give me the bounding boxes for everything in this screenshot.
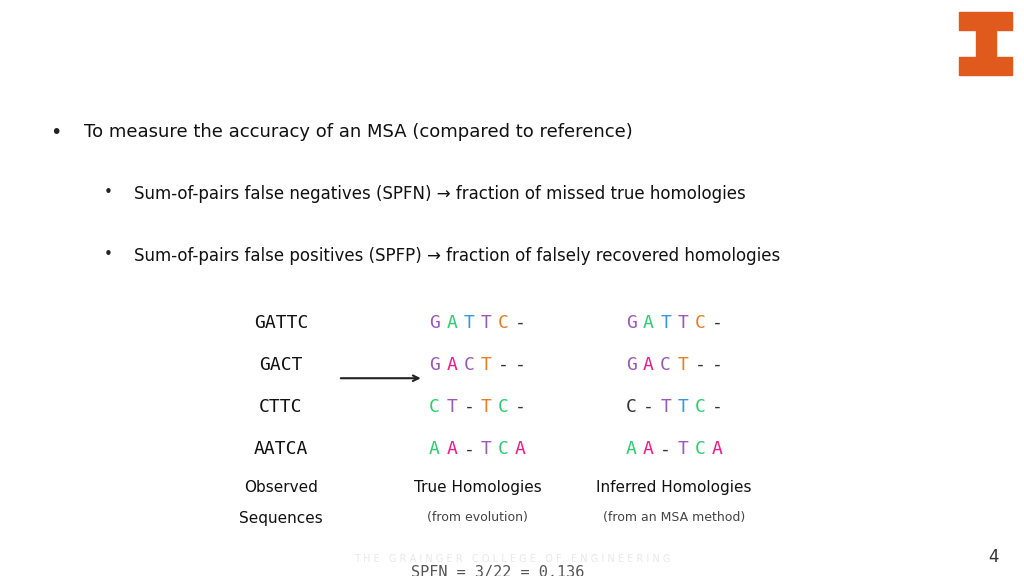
Bar bbox=[959, 12, 1013, 30]
Text: C: C bbox=[694, 440, 706, 458]
Text: T: T bbox=[480, 356, 492, 374]
Text: T: T bbox=[480, 398, 492, 416]
Text: -: - bbox=[712, 356, 723, 374]
Text: T: T bbox=[480, 314, 492, 332]
Text: G: G bbox=[626, 314, 637, 332]
Text: •: • bbox=[104, 248, 113, 263]
Text: A: A bbox=[643, 440, 654, 458]
Text: C: C bbox=[660, 356, 671, 374]
Text: -: - bbox=[464, 440, 474, 458]
Text: T: T bbox=[677, 356, 688, 374]
Text: SPFN = 3/22 = 0.136: SPFN = 3/22 = 0.136 bbox=[411, 564, 584, 576]
Text: -: - bbox=[643, 398, 654, 416]
Text: C: C bbox=[498, 398, 509, 416]
Text: C: C bbox=[694, 314, 706, 332]
Text: T: T bbox=[677, 440, 688, 458]
Text: Sum-of-pairs false negatives (SPFN) → fraction of missed true homologies: Sum-of-pairs false negatives (SPFN) → fr… bbox=[133, 185, 745, 203]
Text: T: T bbox=[677, 398, 688, 416]
Text: C: C bbox=[498, 440, 509, 458]
Text: -: - bbox=[498, 356, 509, 374]
Text: T: T bbox=[480, 440, 492, 458]
Text: A: A bbox=[643, 314, 654, 332]
Text: C: C bbox=[429, 398, 440, 416]
Bar bbox=[959, 56, 1013, 75]
Text: -: - bbox=[660, 440, 671, 458]
Text: A: A bbox=[712, 440, 723, 458]
Text: A: A bbox=[643, 356, 654, 374]
Text: GATTC: GATTC bbox=[254, 314, 308, 332]
Text: Sequences: Sequences bbox=[240, 511, 323, 526]
Text: C: C bbox=[694, 398, 706, 416]
Text: Background - Multiple Sequence Alignment: Background - Multiple Sequence Alignment bbox=[20, 27, 764, 56]
Text: Inferred Homologies: Inferred Homologies bbox=[596, 480, 752, 495]
Text: C: C bbox=[498, 314, 509, 332]
Text: G: G bbox=[429, 314, 440, 332]
Text: C: C bbox=[626, 398, 637, 416]
Text: A: A bbox=[446, 356, 458, 374]
Text: -: - bbox=[515, 398, 526, 416]
Text: G: G bbox=[429, 356, 440, 374]
Text: Sum-of-pairs false positives (SPFP) → fraction of falsely recovered homologies: Sum-of-pairs false positives (SPFP) → fr… bbox=[133, 248, 780, 266]
Text: GACT: GACT bbox=[259, 356, 303, 374]
Text: -: - bbox=[712, 314, 723, 332]
Text: A: A bbox=[515, 440, 526, 458]
Text: T: T bbox=[464, 314, 474, 332]
Text: -: - bbox=[712, 398, 723, 416]
Text: A: A bbox=[446, 314, 458, 332]
Text: (from evolution): (from evolution) bbox=[427, 511, 528, 524]
Text: To measure the accuracy of an MSA (compared to reference): To measure the accuracy of an MSA (compa… bbox=[84, 123, 633, 141]
Text: -: - bbox=[694, 356, 706, 374]
Text: T: T bbox=[446, 398, 458, 416]
Text: A: A bbox=[446, 440, 458, 458]
Text: True Homologies: True Homologies bbox=[414, 480, 542, 495]
Text: A: A bbox=[626, 440, 637, 458]
Text: T: T bbox=[677, 314, 688, 332]
Text: G: G bbox=[626, 356, 637, 374]
Text: •: • bbox=[50, 123, 61, 142]
Text: T H E   G R A I N G E R   C O L L E G E   O F   E N G I N E E R I N G: T H E G R A I N G E R C O L L E G E O F … bbox=[354, 554, 670, 564]
Text: Observed: Observed bbox=[244, 480, 317, 495]
Text: A: A bbox=[429, 440, 440, 458]
Text: T: T bbox=[660, 314, 671, 332]
Text: -: - bbox=[515, 314, 526, 332]
Text: •: • bbox=[104, 185, 113, 200]
Text: T: T bbox=[660, 398, 671, 416]
Text: C: C bbox=[464, 356, 474, 374]
Text: -: - bbox=[464, 398, 474, 416]
Text: 4: 4 bbox=[988, 548, 998, 566]
Text: -: - bbox=[515, 356, 526, 374]
Text: CTTC: CTTC bbox=[259, 398, 303, 416]
Text: (from an MSA method): (from an MSA method) bbox=[603, 511, 745, 524]
Bar bbox=[976, 28, 995, 60]
Text: AATCA: AATCA bbox=[254, 440, 308, 458]
